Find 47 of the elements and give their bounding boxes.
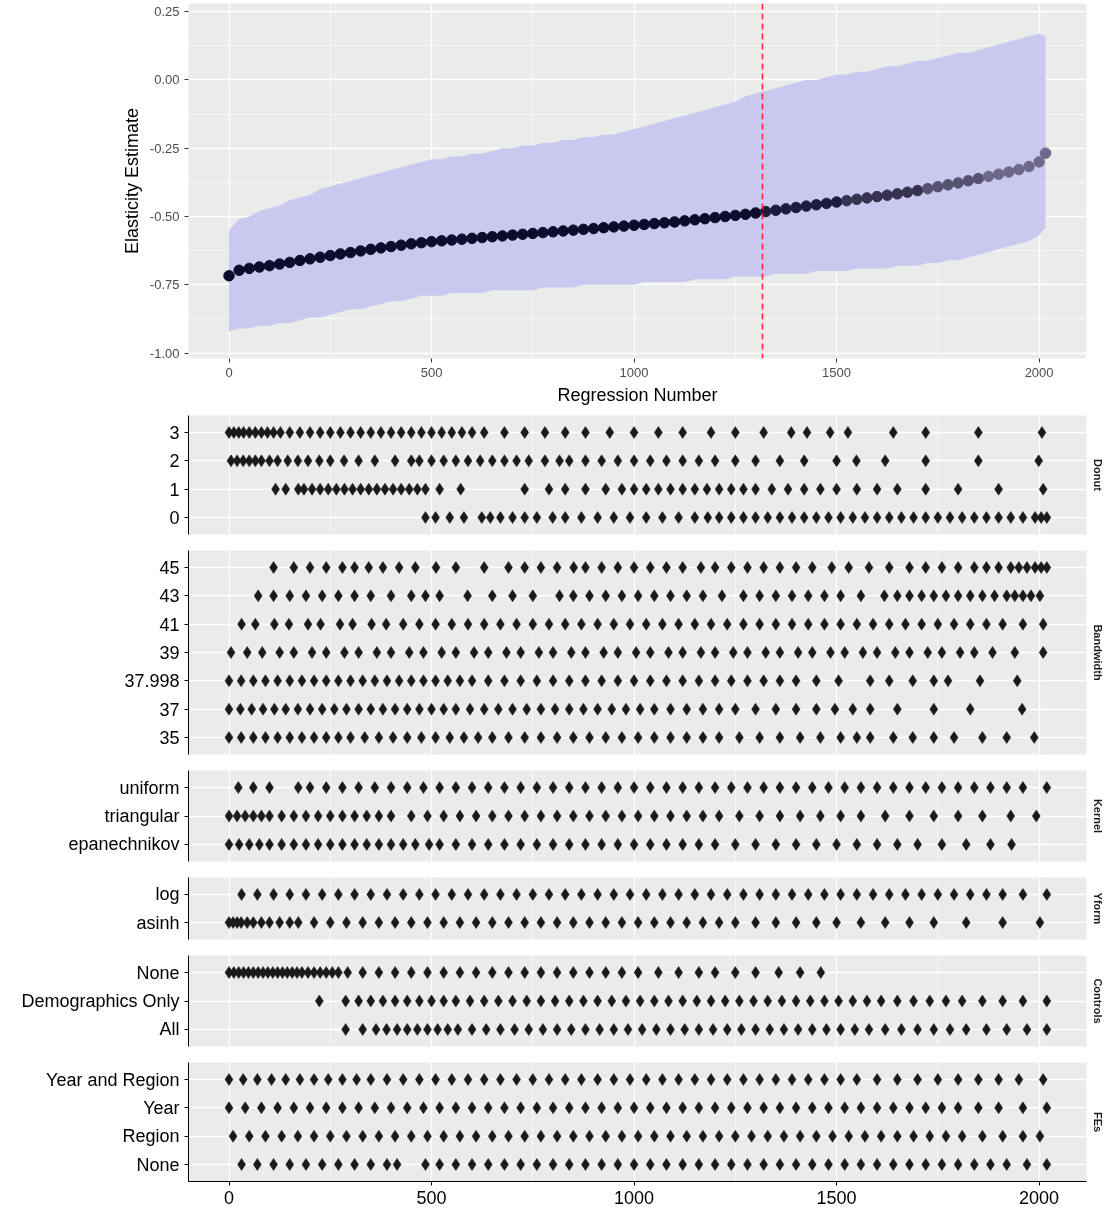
x-tick-label: 1500 xyxy=(816,1187,857,1208)
text: Bandwidth xyxy=(1091,624,1104,681)
y-tick-label: log xyxy=(155,884,180,905)
y-tick-label: 1 xyxy=(169,479,180,500)
x-tick-label: 0 xyxy=(224,1187,235,1208)
text: Kernel xyxy=(1091,798,1104,834)
x-tick-label: 500 xyxy=(416,1187,447,1208)
y-tick-label: uniform xyxy=(119,777,180,798)
y-tick-label: 35 xyxy=(159,728,180,748)
y-tick-label: asinh xyxy=(136,912,180,933)
text: Donut xyxy=(1091,459,1104,492)
y-tick-label: 37 xyxy=(159,699,180,720)
x-tick-label: 2000 xyxy=(1019,1187,1060,1208)
x-tick-label: 500 xyxy=(420,364,443,380)
y-tick-label: Demographics Only xyxy=(21,991,180,1011)
y-tick-label: Year xyxy=(143,1097,180,1118)
x-tick-label: 0 xyxy=(225,364,233,380)
y-tick-label: -0.50 xyxy=(149,209,180,224)
y-tick-label: -1.00 xyxy=(149,345,180,361)
y-tick-label: -0.75 xyxy=(149,277,180,293)
y-tick-label: None xyxy=(136,962,180,983)
y-tick-label: 45 xyxy=(159,558,180,578)
x-tick-label: 1000 xyxy=(619,364,649,380)
y-tick-label: triangular xyxy=(104,806,180,826)
y-tick-label: Region xyxy=(122,1126,180,1147)
y-tick-label: All xyxy=(159,1019,180,1040)
text: Controls xyxy=(1091,978,1104,1024)
text: Yform xyxy=(1091,892,1104,925)
y-tick-label: 3 xyxy=(169,423,180,443)
y-tick-label: Year and Region xyxy=(46,1069,180,1090)
text: FEs xyxy=(1091,1111,1104,1133)
y-tick-label: None xyxy=(136,1154,180,1175)
y-tick-label: -0.25 xyxy=(149,140,180,156)
y-tick-label: 0.25 xyxy=(154,4,180,20)
y-tick-label: 39 xyxy=(159,643,180,663)
y-tick-label: epanechnikov xyxy=(68,834,180,855)
x-tick-label: 1500 xyxy=(822,364,852,380)
y-tick-label: 0 xyxy=(169,508,180,528)
x-tick-label: 2000 xyxy=(1024,364,1054,380)
y-axis-title: Elasticity Estimate xyxy=(121,107,142,255)
x-tick-label: 1000 xyxy=(614,1187,655,1208)
x-axis-title: Regression Number xyxy=(557,384,718,405)
y-tick-label: 43 xyxy=(159,586,180,607)
y-tick-label: 41 xyxy=(159,614,180,635)
y-tick-label: 2 xyxy=(169,451,180,472)
y-tick-label: 0.00 xyxy=(154,72,180,88)
y-tick-label: 37.998 xyxy=(124,671,180,692)
